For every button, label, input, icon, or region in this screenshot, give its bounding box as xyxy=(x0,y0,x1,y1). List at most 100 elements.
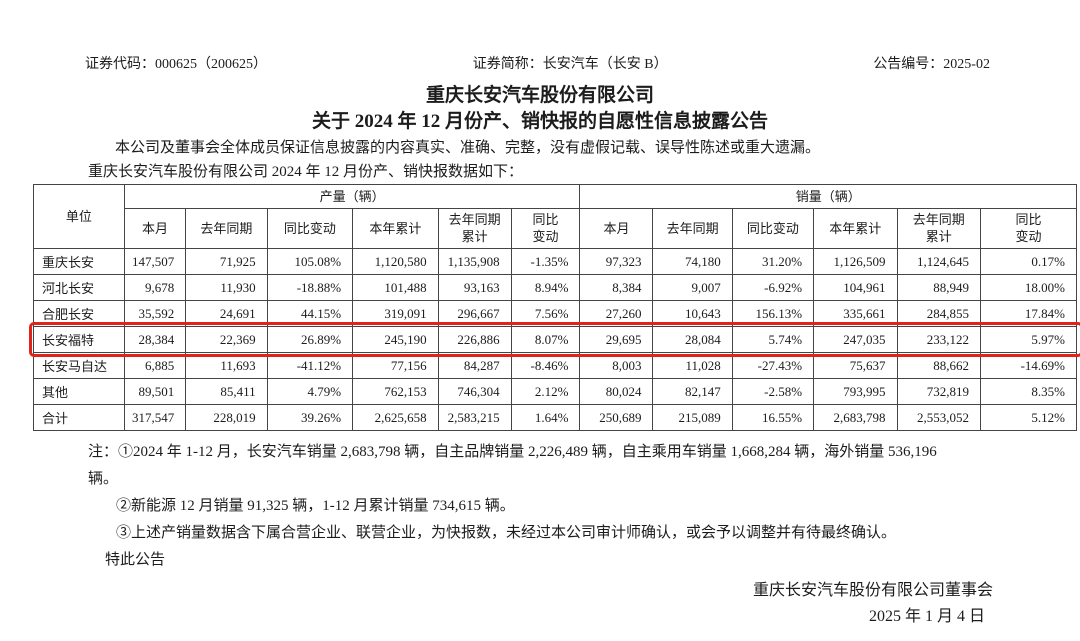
table-cell: 6,885 xyxy=(123,352,187,380)
table-cell: 89,501 xyxy=(123,378,187,406)
table-cell: 75,637 xyxy=(813,352,898,380)
table-cell: 28,084 xyxy=(652,326,733,354)
table-cell: 335,661 xyxy=(813,300,898,328)
column-header-production-0: 本月 xyxy=(123,208,187,250)
table-cell: 84,287 xyxy=(437,352,512,380)
column-header-production-5: 同比 变动 xyxy=(510,208,581,250)
table-cell: 28,384 xyxy=(123,326,187,354)
table-cell: 156.13% xyxy=(731,300,815,328)
table-cell: 5.97% xyxy=(979,326,1078,354)
table-cell: 0.17% xyxy=(979,248,1078,276)
table-cell: 147,507 xyxy=(123,248,187,276)
table-cell: -14.69% xyxy=(979,352,1078,380)
signature-date: 2025 年 1 月 4 日 xyxy=(868,608,985,626)
row-label: 重庆长安 xyxy=(33,248,125,276)
table-cell: 39.26% xyxy=(266,404,354,432)
note-line: 辆。 xyxy=(88,471,119,488)
table-cell: 10,643 xyxy=(652,300,733,328)
table-cell: -6.92% xyxy=(731,274,815,302)
column-header-sales-5: 同比 变动 xyxy=(979,208,1078,250)
table-cell: 16.55% xyxy=(731,404,815,432)
table-cell: 7.56% xyxy=(510,300,581,328)
table-cell: 250,689 xyxy=(579,404,654,432)
table-cell: 2,553,052 xyxy=(896,404,981,432)
table-cell: 317,547 xyxy=(123,404,187,432)
column-header-sales-4: 去年同期 累计 xyxy=(896,208,981,250)
production-sales-table-container: 单位 产量（辆） 销量（辆） 本月 去年同期 同比变动 本年累计 去年同期 累计 同比 变… xyxy=(29,184,1080,432)
table-row: 重庆长安 147,507 71,925 105.08% 1,120,580 1,135,9… xyxy=(33,248,1078,276)
notes-section: 注：①2024 年 1-12 月，长安汽车销量 2,683,798 辆，自主品牌… xyxy=(88,439,1010,574)
announcement-document: 证券代码：000625（200625） 证券简称：长安汽车（长安 B） 公告编号… xyxy=(0,57,1080,641)
column-header-sales-0: 本月 xyxy=(579,208,654,250)
production-sales-table: 单位 产量（辆） 销量（辆） 本月 去年同期 同比变动 本年累计 去年同期 累计 同比 变… xyxy=(33,184,1078,432)
table-cell: 85,411 xyxy=(185,378,268,406)
row-label: 河北长安 xyxy=(33,274,125,302)
table-cell: 11,028 xyxy=(652,352,733,380)
table-cell: 2,583,215 xyxy=(437,404,512,432)
unit-column-header: 单位 xyxy=(33,184,125,250)
table-cell: 74,180 xyxy=(652,248,733,276)
table-subheader-row: 本月 去年同期 同比变动 本年累计 去年同期 累计 同比 变动 本月 去年同期 同比变动 本年累计… xyxy=(34,208,1078,250)
table-cell: 284,855 xyxy=(896,300,981,328)
table-cell: 762,153 xyxy=(352,378,439,406)
table-row: 合肥长安 35,592 24,691 44.15% 319,091 296,667 7.56… xyxy=(33,300,1078,328)
table-cell: 8,384 xyxy=(579,274,654,302)
table-cell: 71,925 xyxy=(185,248,268,276)
table-cell: 2,625,658 xyxy=(352,404,439,432)
table-cell: 31.20% xyxy=(731,248,815,276)
signature-block: 重庆长安汽车股份有限公司董事会 2025 年 1 月 4 日 xyxy=(0,578,1080,630)
row-label: 合计 xyxy=(33,404,125,432)
note-line: ②新能源 12 月销量 91,325 辆，1-12 月累计销量 734,615 … xyxy=(116,498,515,515)
table-cell: 80,024 xyxy=(579,378,654,406)
column-header-production-2: 同比变动 xyxy=(266,208,354,250)
stock-abbreviation-label: 证券简称：长安汽车（长安 B） xyxy=(472,57,668,72)
table-cell: 93,163 xyxy=(437,274,512,302)
table-cell: 1,135,908 xyxy=(437,248,512,276)
table-cell: 105.08% xyxy=(266,248,354,276)
table-cell: -27.43% xyxy=(731,352,815,380)
table-cell: 104,961 xyxy=(813,274,898,302)
table-cell: 26.89% xyxy=(266,326,354,354)
table-cell: 35,592 xyxy=(123,300,187,328)
table-cell: 226,886 xyxy=(437,326,512,354)
announcement-number-label: 公告编号：2025-02 xyxy=(873,57,990,72)
column-header-sales-1: 去年同期 xyxy=(652,208,733,250)
stock-code-label: 证券代码：000625（200625） xyxy=(85,57,267,72)
table-cell: -8.46% xyxy=(510,352,581,380)
table-cell: 8,003 xyxy=(579,352,654,380)
table-cell: -18.88% xyxy=(266,274,354,302)
table-cell: 88,949 xyxy=(896,274,981,302)
table-cell: 245,190 xyxy=(352,326,439,354)
table-cell: 2.12% xyxy=(510,378,581,406)
table-cell: 82,147 xyxy=(652,378,733,406)
note-line: ③上述产销量数据含下属合营企业、联营企业，为快报数，未经过本公司审计师确认，或会… xyxy=(116,525,897,542)
row-label: 长安福特 xyxy=(33,326,125,354)
table-cell: -1.35% xyxy=(510,248,581,276)
table-cell: 18.00% xyxy=(979,274,1078,302)
company-title: 重庆长安汽车股份有限公司 xyxy=(425,84,654,106)
table-cell: 101,488 xyxy=(352,274,439,302)
column-header-sales-3: 本年累计 xyxy=(813,208,898,250)
table-cell: 8.35% xyxy=(979,378,1078,406)
table-cell: 228,019 xyxy=(185,404,268,432)
table-cell: 5.74% xyxy=(731,326,815,354)
note-line: 注：①2024 年 1-12 月，长安汽车销量 2,683,798 辆，自主品牌… xyxy=(88,444,937,461)
table-cell: 27,260 xyxy=(579,300,654,328)
table-row: 长安福特 28,384 22,369 26.89% 245,190 226,886 8.07… xyxy=(33,326,1078,354)
table-cell: -41.12% xyxy=(266,352,354,380)
table-cell: 88,662 xyxy=(896,352,981,380)
table-cell: 11,693 xyxy=(185,352,268,380)
table-cell: 296,667 xyxy=(437,300,512,328)
table-row: 合计 317,547 228,019 39.26% 2,625,658 2,583,215… xyxy=(33,404,1078,432)
table-cell: 9,007 xyxy=(652,274,733,302)
table-cell: 44.15% xyxy=(266,300,354,328)
table-cell: 11,930 xyxy=(185,274,268,302)
table-cell: 1,124,645 xyxy=(896,248,981,276)
board-declaration-text: 本公司及董事会全体成员保证信息披露的内容真实、准确、完整，没有虚假记载、误导性陈… xyxy=(115,140,821,157)
table-cell: 319,091 xyxy=(352,300,439,328)
production-group-header: 产量（辆） xyxy=(123,184,581,210)
closing-statement: 特此公告 xyxy=(105,552,166,569)
table-row: 长安马自达 6,885 11,693 -41.12% 77,156 84,287 -8.46… xyxy=(33,352,1078,380)
table-cell: 97,323 xyxy=(579,248,654,276)
table-cell: 215,089 xyxy=(652,404,733,432)
